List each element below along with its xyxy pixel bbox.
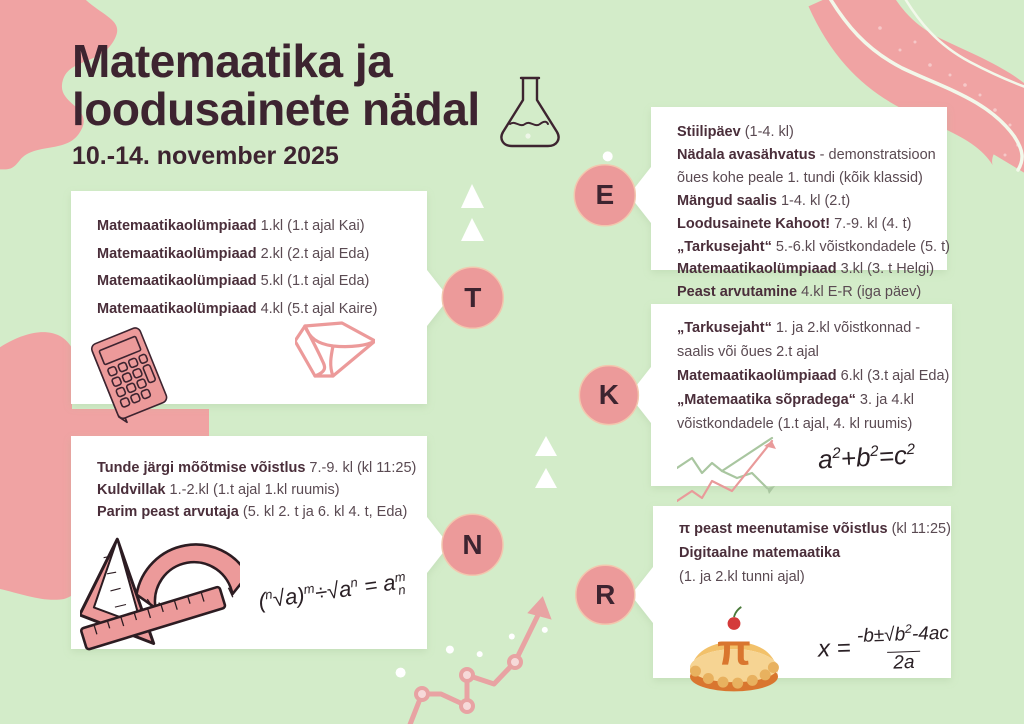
svg-text:π: π	[717, 626, 751, 675]
